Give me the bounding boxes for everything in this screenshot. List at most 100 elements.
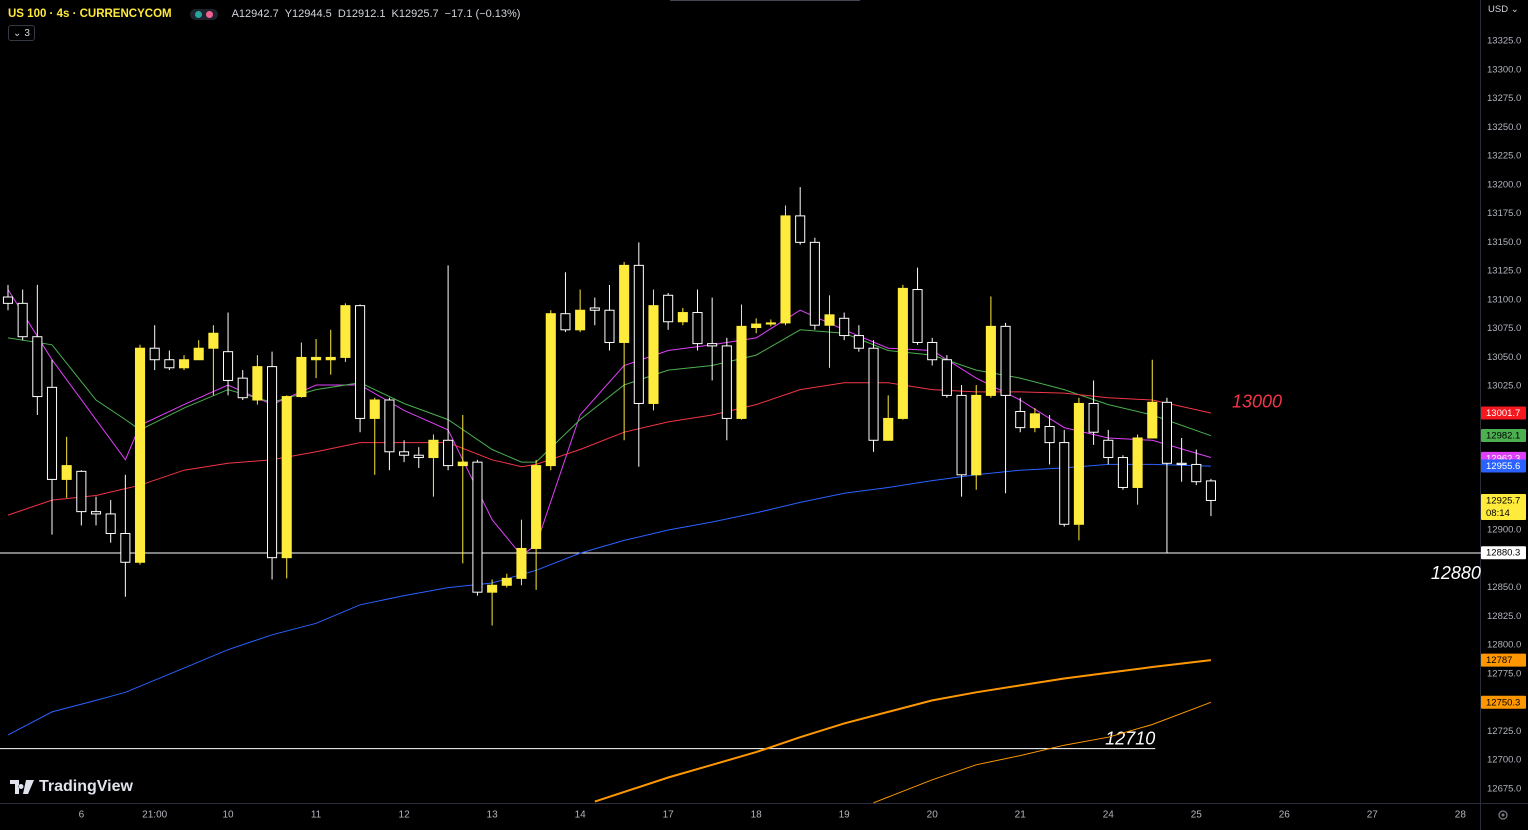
candle-body bbox=[296, 356, 307, 398]
price-tag-box bbox=[1481, 695, 1526, 709]
y-tick-label: 12675.0 bbox=[1487, 783, 1521, 794]
price-tag-box bbox=[1481, 546, 1526, 560]
level-label: 12880 bbox=[1431, 563, 1481, 583]
brand-logo bbox=[10, 780, 34, 794]
candle bbox=[1205, 478, 1216, 517]
price-tag-text: 12962.3 bbox=[1486, 453, 1520, 464]
price-tag-box bbox=[1481, 493, 1526, 520]
candle-body bbox=[428, 439, 439, 459]
candle-body bbox=[120, 532, 131, 563]
candle-body bbox=[501, 577, 512, 586]
candle bbox=[17, 289, 28, 341]
price-tag: 12787 bbox=[1481, 653, 1526, 667]
x-tick-label: 17 bbox=[663, 810, 675, 821]
candle bbox=[134, 344, 146, 565]
y-tick-label: 13200.0 bbox=[1487, 179, 1521, 190]
candle bbox=[824, 295, 835, 368]
moving-average bbox=[7, 463, 1211, 736]
currency-text[interactable]: USD bbox=[1488, 4, 1509, 15]
candle-body bbox=[1117, 457, 1128, 488]
candle-body bbox=[355, 305, 366, 419]
settings-icon[interactable] bbox=[1498, 810, 1508, 820]
y-tick-label: 13100.0 bbox=[1487, 294, 1521, 305]
candle-body bbox=[707, 343, 718, 347]
candle-body bbox=[1044, 425, 1055, 444]
symbol[interactable]: US 100 · 4s · CURRENCYCOM bbox=[8, 8, 172, 20]
candle-body bbox=[1161, 401, 1172, 464]
x-tick-label: 27 bbox=[1367, 810, 1379, 821]
candle-body bbox=[1088, 402, 1099, 433]
candle-body bbox=[1000, 325, 1011, 396]
candle-body bbox=[912, 289, 923, 343]
candle bbox=[311, 339, 322, 379]
candle-body bbox=[472, 461, 483, 593]
candle-body bbox=[985, 325, 996, 396]
price-tag-text: 13001.7 bbox=[1486, 408, 1520, 419]
candle-body bbox=[1103, 439, 1114, 459]
moving-average bbox=[873, 701, 1212, 804]
candle-body bbox=[369, 399, 380, 419]
price-tag-box bbox=[1481, 429, 1526, 443]
candle bbox=[208, 325, 219, 396]
price-tag-text: 12787 bbox=[1486, 655, 1512, 666]
moving-average bbox=[7, 329, 1212, 463]
gear-center[interactable] bbox=[1501, 813, 1505, 817]
candle-body bbox=[105, 513, 116, 534]
candle-body bbox=[663, 294, 674, 323]
price-tag-text: 12925.7 bbox=[1486, 495, 1520, 506]
x-tick-label: 28 bbox=[1455, 810, 1467, 821]
candle-body bbox=[604, 309, 615, 343]
candle bbox=[839, 312, 850, 341]
candle-body bbox=[32, 336, 43, 398]
currency[interactable]: USD ⌄ bbox=[1488, 4, 1519, 15]
candle bbox=[193, 340, 204, 361]
legend-header: US 100 · 4s · CURRENCYCOM A12942.7 Y1294… bbox=[8, 6, 520, 22]
ohlc-high: Y12944.5 bbox=[284, 8, 332, 20]
x-tick-label: 26 bbox=[1279, 810, 1291, 821]
x-tick-label: 10 bbox=[222, 810, 234, 821]
candle-body bbox=[413, 454, 424, 459]
price-tag-text: 12982.1 bbox=[1486, 431, 1520, 442]
candle-body bbox=[765, 322, 776, 325]
candle-body bbox=[76, 470, 87, 513]
gear[interactable] bbox=[1498, 810, 1508, 820]
candle-body bbox=[956, 394, 967, 476]
price-tag-text: 12955.6 bbox=[1486, 461, 1520, 472]
candle bbox=[941, 355, 952, 398]
candle bbox=[105, 500, 116, 543]
y-tick-label: 12900.0 bbox=[1487, 525, 1521, 536]
candle-body bbox=[178, 359, 190, 369]
candle bbox=[487, 579, 498, 626]
y-tick-label: 13275.0 bbox=[1487, 93, 1521, 104]
candle-body bbox=[883, 417, 894, 441]
candle-body bbox=[487, 584, 498, 593]
candle-body bbox=[443, 439, 454, 467]
y-tick-label: 13125.0 bbox=[1487, 266, 1521, 277]
y-tick-label: 13025.0 bbox=[1487, 381, 1521, 392]
candle bbox=[853, 325, 864, 352]
brand: TradingView bbox=[10, 778, 133, 796]
candle bbox=[399, 440, 410, 463]
candle-body bbox=[340, 305, 351, 358]
candle-body bbox=[692, 312, 703, 345]
x-tick-label: 21:00 bbox=[142, 810, 167, 821]
candle bbox=[971, 385, 982, 490]
x-tick-label: 19 bbox=[839, 810, 851, 821]
candle-body bbox=[1132, 437, 1143, 488]
candle bbox=[237, 370, 248, 401]
ohlc-close: K12925.7 bbox=[391, 8, 439, 20]
candle-body bbox=[853, 335, 864, 349]
candle-body bbox=[17, 302, 28, 338]
indicator-toggle[interactable]: ⌄ 3 bbox=[8, 25, 35, 41]
price-tag-text: 12880.3 bbox=[1486, 548, 1520, 559]
candle-body bbox=[560, 313, 571, 331]
candle bbox=[252, 355, 263, 405]
candle-body bbox=[941, 359, 952, 396]
candle bbox=[46, 359, 58, 535]
candle bbox=[927, 337, 938, 366]
candle-body bbox=[545, 313, 556, 467]
candle-body bbox=[927, 341, 938, 361]
price-tag: 12750.3 bbox=[1481, 695, 1526, 709]
candle bbox=[809, 237, 820, 330]
candle bbox=[1029, 408, 1040, 433]
